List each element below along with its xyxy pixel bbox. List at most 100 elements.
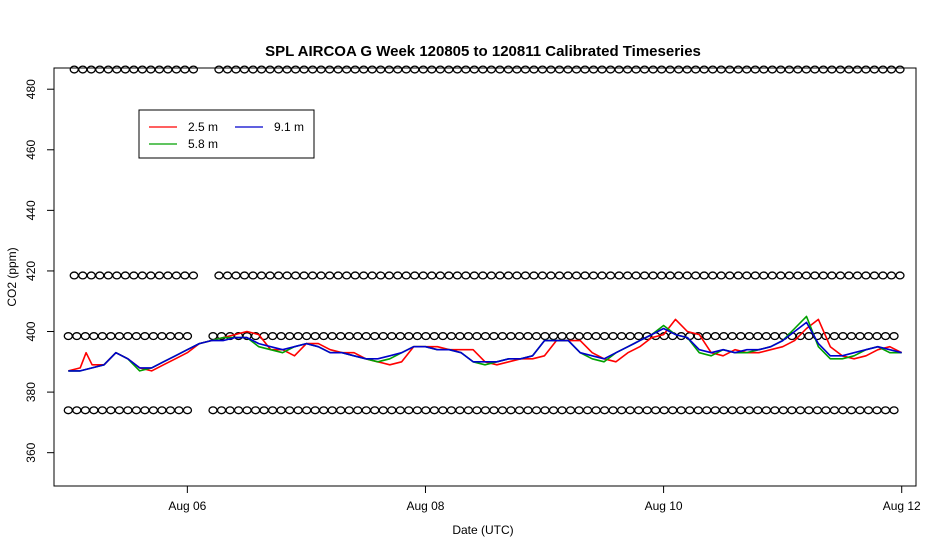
ref-marker-1 [72, 332, 82, 341]
ref-marker-1 [89, 332, 99, 341]
ref-marker-0 [157, 406, 167, 415]
ref-marker-0 [633, 406, 644, 415]
ref-marker-0 [233, 406, 244, 415]
ref-marker-3 [810, 65, 820, 74]
ref-marker-1 [540, 332, 550, 341]
ref-marker-2 [333, 271, 343, 280]
ref-marker-3 [427, 65, 437, 74]
ref-marker-3 [418, 65, 428, 74]
ref-marker-2 [461, 271, 471, 280]
ref-marker-0 [284, 406, 295, 415]
ref-marker-2 [324, 271, 335, 280]
ref-marker-1 [370, 332, 380, 341]
ref-marker-0 [770, 406, 780, 415]
ref-marker-0 [676, 406, 686, 415]
ref-marker-1 [63, 332, 73, 341]
ref-marker-2 [154, 271, 165, 280]
ref-marker-0 [216, 406, 227, 415]
ref-marker-2 [222, 271, 233, 280]
ref-marker-0 [225, 406, 235, 415]
legend-label-9-1m: 9.1 m [274, 120, 304, 134]
ref-marker-0 [591, 406, 601, 415]
ref-marker-3 [614, 65, 624, 74]
ref-marker-0 [421, 406, 431, 415]
legend: 2.5 m 5.8 m 9.1 m [138, 109, 315, 159]
ref-marker-0 [540, 406, 550, 415]
ref-marker-2 [384, 271, 394, 280]
ref-marker-2 [146, 271, 156, 280]
ref-marker-0 [148, 406, 159, 415]
ref-marker-2 [78, 271, 88, 280]
y-tick-label-5: 460 [24, 139, 38, 159]
ref-marker-3 [86, 65, 96, 74]
ref-marker-2 [546, 271, 556, 280]
ref-marker-0 [829, 406, 840, 415]
ref-marker-3 [554, 65, 565, 74]
ref-marker-0 [463, 406, 474, 415]
ref-marker-2 [716, 271, 726, 280]
ref-marker-2 [750, 271, 760, 280]
ref-marker-1 [472, 332, 482, 341]
ref-marker-3 [333, 65, 343, 74]
ref-marker-0 [761, 406, 771, 415]
ref-marker-3 [588, 65, 599, 74]
ref-marker-1 [736, 332, 746, 341]
ref-marker-2 [784, 271, 794, 280]
ref-marker-2 [180, 271, 190, 280]
ref-marker-1 [846, 332, 857, 341]
ref-marker-3 [376, 65, 386, 74]
ref-marker-3 [520, 65, 531, 74]
ref-marker-0 [123, 406, 133, 415]
ref-marker-0 [89, 406, 99, 415]
ref-marker-1 [770, 332, 780, 341]
y-axis-label: CO2 (ppm) [5, 247, 19, 306]
ref-marker-1 [174, 332, 184, 341]
ref-marker-0 [574, 406, 584, 415]
ref-marker-3 [767, 65, 777, 74]
ref-marker-3 [367, 65, 377, 74]
ref-marker-0 [787, 406, 797, 415]
ref-marker-2 [86, 271, 96, 280]
ref-marker-3 [146, 65, 156, 74]
ref-marker-2 [886, 271, 897, 280]
ref-marker-1 [438, 332, 448, 341]
ref-marker-0 [429, 406, 439, 415]
ref-marker-1 [727, 332, 737, 341]
ref-marker-3 [307, 65, 318, 74]
ref-marker-0 [821, 406, 831, 415]
ref-marker-2 [435, 271, 445, 280]
ref-marker-2 [129, 271, 139, 280]
ref-marker-3 [861, 65, 871, 74]
ref-marker-2 [597, 271, 607, 280]
ref-marker-2 [137, 271, 147, 280]
ref-marker-0 [710, 406, 720, 415]
ref-marker-2 [256, 271, 267, 280]
ref-marker-2 [350, 271, 360, 280]
ref-marker-1 [838, 332, 848, 341]
ref-marker-2 [810, 271, 820, 280]
ref-marker-3 [827, 65, 837, 74]
ref-marker-2 [376, 271, 386, 280]
x-axis-label: Date (UTC) [452, 523, 513, 537]
ref-marker-0 [846, 406, 857, 415]
ref-marker-3 [410, 65, 420, 74]
ref-marker-2 [631, 271, 641, 280]
ref-marker-0 [872, 406, 882, 415]
y-tick-label-1: 380 [24, 382, 38, 402]
ref-marker-3 [401, 65, 411, 74]
ref-marker-2 [112, 271, 122, 280]
ref-marker-2 [529, 271, 539, 280]
ref-marker-2 [520, 271, 531, 280]
ref-marker-0 [370, 406, 380, 415]
ref-marker-1 [319, 332, 329, 341]
ref-marker-2 [554, 271, 565, 280]
y-tick-label-4: 440 [24, 200, 38, 220]
ref-marker-1 [463, 332, 474, 341]
ref-marker-1 [531, 332, 542, 341]
ref-marker-0 [182, 406, 193, 415]
ref-marker-1 [489, 332, 499, 341]
ref-marker-2 [852, 271, 863, 280]
ref-marker-2 [801, 271, 811, 280]
ref-marker-0 [778, 406, 789, 415]
ref-marker-2 [793, 271, 803, 280]
